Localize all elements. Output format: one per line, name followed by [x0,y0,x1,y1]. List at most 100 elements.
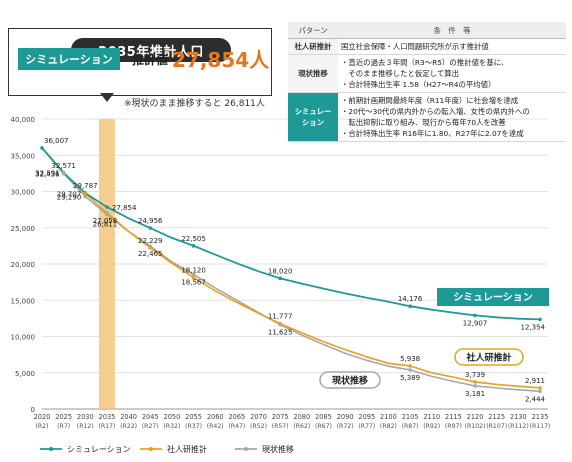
x-tick-label: 2035 [99,413,116,421]
legend-label: シミュレーション [67,445,131,454]
callout-pointer [100,93,114,102]
legend: シミュレーション 社人研推計 現状推移 [40,444,294,454]
series-tag-text: シミュレーション [453,292,533,304]
x-axis-ticks: 2020 (R2) 2025 (R7) 2030 (R12) 2035 (R17) 2040 (R… [34,413,551,430]
data-label: 11,625 [268,329,293,337]
data-point-ipss [473,380,477,384]
y-tick-label: 30,000 [11,189,36,197]
data-label: 32,571 [51,162,76,170]
data-point-ipss [83,191,88,196]
legend-label: 社人研推計 [167,444,207,454]
data-point-ipss [538,386,542,390]
x-tick-sublabel: (R57) [272,423,289,430]
data-label: 27,058 [93,217,118,225]
data-point-current [473,384,477,388]
x-tick-sublabel: (R12) [77,423,94,430]
data-point-simulation [191,244,196,248]
x-tick-sublabel: (R72) [337,423,354,430]
x-tick-label: 2085 [315,413,332,421]
series-tag-current: 現状推移 [319,371,381,389]
y-tick-label: 40,000 [11,116,36,124]
y-tick-label: 25,000 [11,225,36,233]
x-tick-label: 2055 [185,413,202,421]
x-tick-label: 2125 [488,413,505,421]
data-point-simulation [408,304,412,309]
x-tick-sublabel: (R67) [315,423,332,430]
data-point-simulation [105,205,109,209]
legend-item-simulation: シミュレーション [40,445,131,454]
x-tick-sublabel: (R27) [142,423,159,430]
x-tick-label: 2135 [532,413,549,421]
y-tick-label: 10,000 [11,334,36,342]
data-point-simulation [473,313,477,318]
data-label: 32,591 [35,170,60,178]
y-tick-label: 0 [31,406,35,414]
data-label: 22,465 [138,250,163,258]
x-tick-label: 2030 [77,413,94,421]
data-point-simulation [538,317,542,322]
x-tick-sublabel: (R42) [207,423,224,430]
data-point-current [105,212,109,217]
legend-swatch-dot [149,447,153,451]
data-point-simulation [148,226,153,230]
x-tick-sublabel: (R47) [228,423,245,430]
x-tick-sublabel: (R52) [250,423,267,430]
x-tick-label: 2120 [467,413,484,421]
data-point-simulation [40,146,44,150]
x-tick-sublabel: (R32) [163,423,180,430]
x-tick-sublabel: (R37) [185,423,202,430]
data-label: 18,567 [181,278,206,286]
data-label: 36,007 [44,137,69,145]
data-point-simulation [278,276,282,281]
data-label: 12,354 [521,323,546,331]
x-tick-label: 2095 [358,413,375,421]
x-tick-label: 2020 [34,413,51,421]
legend-item-ipss: 社人研推計 [140,444,207,454]
x-tick-sublabel: (R87) [402,423,419,430]
x-tick-sublabel: (R77) [358,423,375,430]
x-tick-sublabel: (R22) [120,423,137,430]
data-point-current [278,322,282,327]
row-pattern: 社人研推計 [288,38,338,55]
data-label: 29,787 [73,182,98,190]
data-label: 24,956 [138,217,163,225]
data-label: 32,456 [35,171,60,179]
x-tick-label: 2045 [142,413,159,421]
y-tick-label: 5,000 [15,370,35,378]
legend-item-current: 現状推移 [235,444,294,454]
data-label: 22,229 [138,237,163,245]
x-tick-label: 2060 [207,413,224,421]
data-point-current [83,194,88,199]
x-tick-sublabel: (R97) [445,423,462,430]
data-label: 3,739 [465,371,485,379]
x-tick-label: 2070 [250,413,267,421]
series-tag-ipss: 社人研推計 [454,348,524,366]
series-tag-text: 現状推移 [332,375,368,387]
y-tick-label: 20,000 [11,261,36,269]
callout-note: ※現状のまま推移すると 26,811人 [124,99,265,109]
x-tick-sublabel: (R17) [98,423,115,430]
data-label: 29,707 [57,191,82,199]
x-tick-label: 2130 [510,413,527,421]
data-label: 2,911 [525,377,545,385]
x-tick-sublabel: (R2) [35,423,48,430]
row-pattern: シミュレーション [288,92,338,142]
x-tick-sublabel: (R92) [423,423,440,430]
row-condition: ・直近の過去３年間（R3～R5）の推計値を基に、 そのまま推移したと仮定して算出… [338,54,566,93]
series-lines [41,147,541,393]
series-tag-simulation: シミュレーション [437,288,549,306]
data-label: 2,444 [525,395,546,403]
data-point-current [61,171,66,176]
callout-estimate-value: 27,854人 [172,48,270,72]
data-point-ipss [191,275,196,280]
x-tick-label: 2100 [380,413,397,421]
x-tick-label: 2065 [228,413,245,421]
series-points [40,146,542,394]
data-label: 27,854 [112,204,137,212]
data-point-current [538,389,542,394]
legend-label: 現状推移 [262,444,294,454]
series-line-ipss [41,147,541,389]
